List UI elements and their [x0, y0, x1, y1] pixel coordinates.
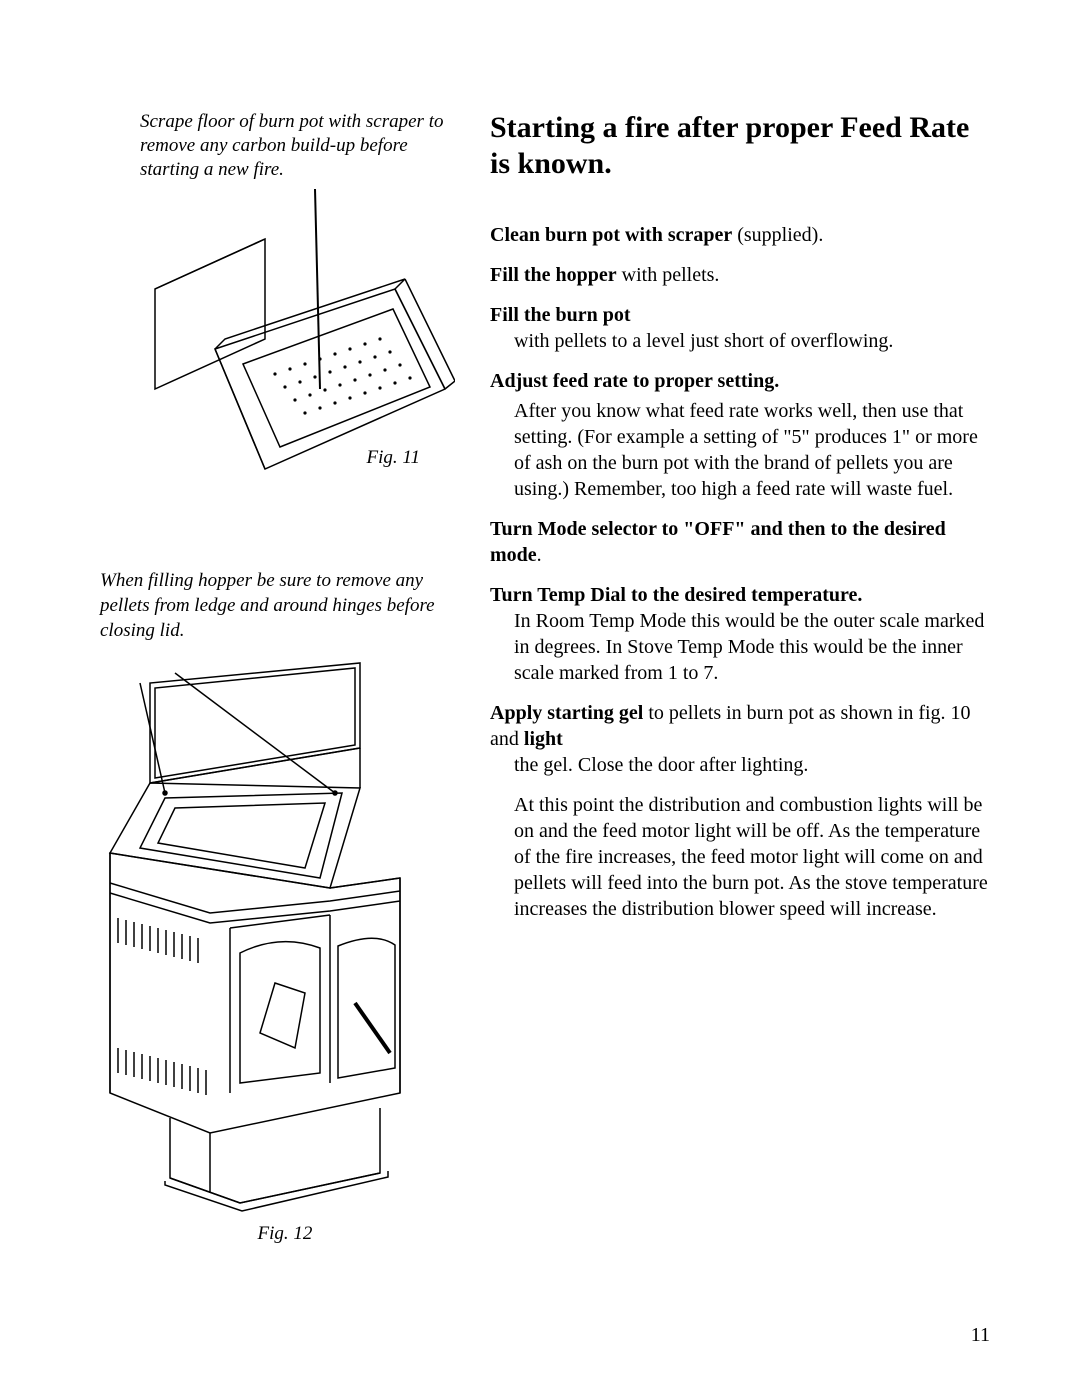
step-temp-dial: Turn Temp Dial to the desired temperatur…	[490, 582, 990, 686]
text: In Room Temp Mode this would be the oute…	[490, 608, 990, 686]
text: (supplied).	[732, 224, 823, 246]
step-fill-burnpot: Fill the burn pot with pellets to a leve…	[490, 302, 990, 354]
bold-text: Clean burn pot with scraper	[490, 224, 732, 246]
right-column: Starting a fire after proper Feed Rate i…	[490, 110, 1000, 1245]
left-column: Scrape floor of burn pot with scraper to…	[80, 110, 460, 1245]
bold-text: Fill the hopper	[490, 264, 617, 286]
bold-text: Turn Temp Dial to the desired temperatur…	[490, 584, 862, 606]
bold-text: Adjust feed rate to proper setting.	[490, 370, 779, 392]
fig11-label: Fig. 11	[367, 447, 420, 469]
fig12-caption: When filling hopper be sure to remove an…	[100, 569, 460, 643]
step-apply-gel: Apply starting gel to pellets in burn po…	[490, 700, 990, 778]
fig12-label: Fig. 12	[110, 1223, 460, 1245]
text: At this point the distribution and combu…	[490, 792, 990, 922]
step-lights-behavior: At this point the distribution and combu…	[490, 792, 990, 922]
step-adjust-feed-body: After you know what feed rate works well…	[490, 398, 990, 502]
heading: Starting a fire after proper Feed Rate i…	[490, 110, 990, 182]
fig11-wrapper: Fig. 11	[140, 189, 460, 509]
bold-text: Apply starting gel	[490, 702, 643, 724]
fig11-caption: Scrape floor of burn pot with scraper to…	[140, 110, 460, 181]
step-adjust-feed-heading: Adjust feed rate to proper setting.	[490, 368, 990, 394]
fig12-illustration	[80, 653, 450, 1213]
text: with pellets to a level just short of ov…	[490, 328, 990, 354]
bold-text: Turn Mode selector to "OFF" and then to …	[490, 518, 946, 566]
page-number: 11	[971, 1324, 990, 1347]
text: After you know what feed rate works well…	[490, 398, 990, 502]
text: .	[537, 544, 542, 566]
text: the gel. Close the door after lighting.	[490, 752, 990, 778]
step-clean-burnpot: Clean burn pot with scraper (supplied).	[490, 222, 990, 248]
bold-text: light	[524, 728, 563, 750]
step-fill-hopper: Fill the hopper with pellets.	[490, 262, 990, 288]
page: Scrape floor of burn pot with scraper to…	[0, 0, 1080, 1305]
bold-text: Fill the burn pot	[490, 304, 631, 326]
text: with pellets.	[617, 264, 720, 286]
step-mode-selector: Turn Mode selector to "OFF" and then to …	[490, 516, 990, 568]
